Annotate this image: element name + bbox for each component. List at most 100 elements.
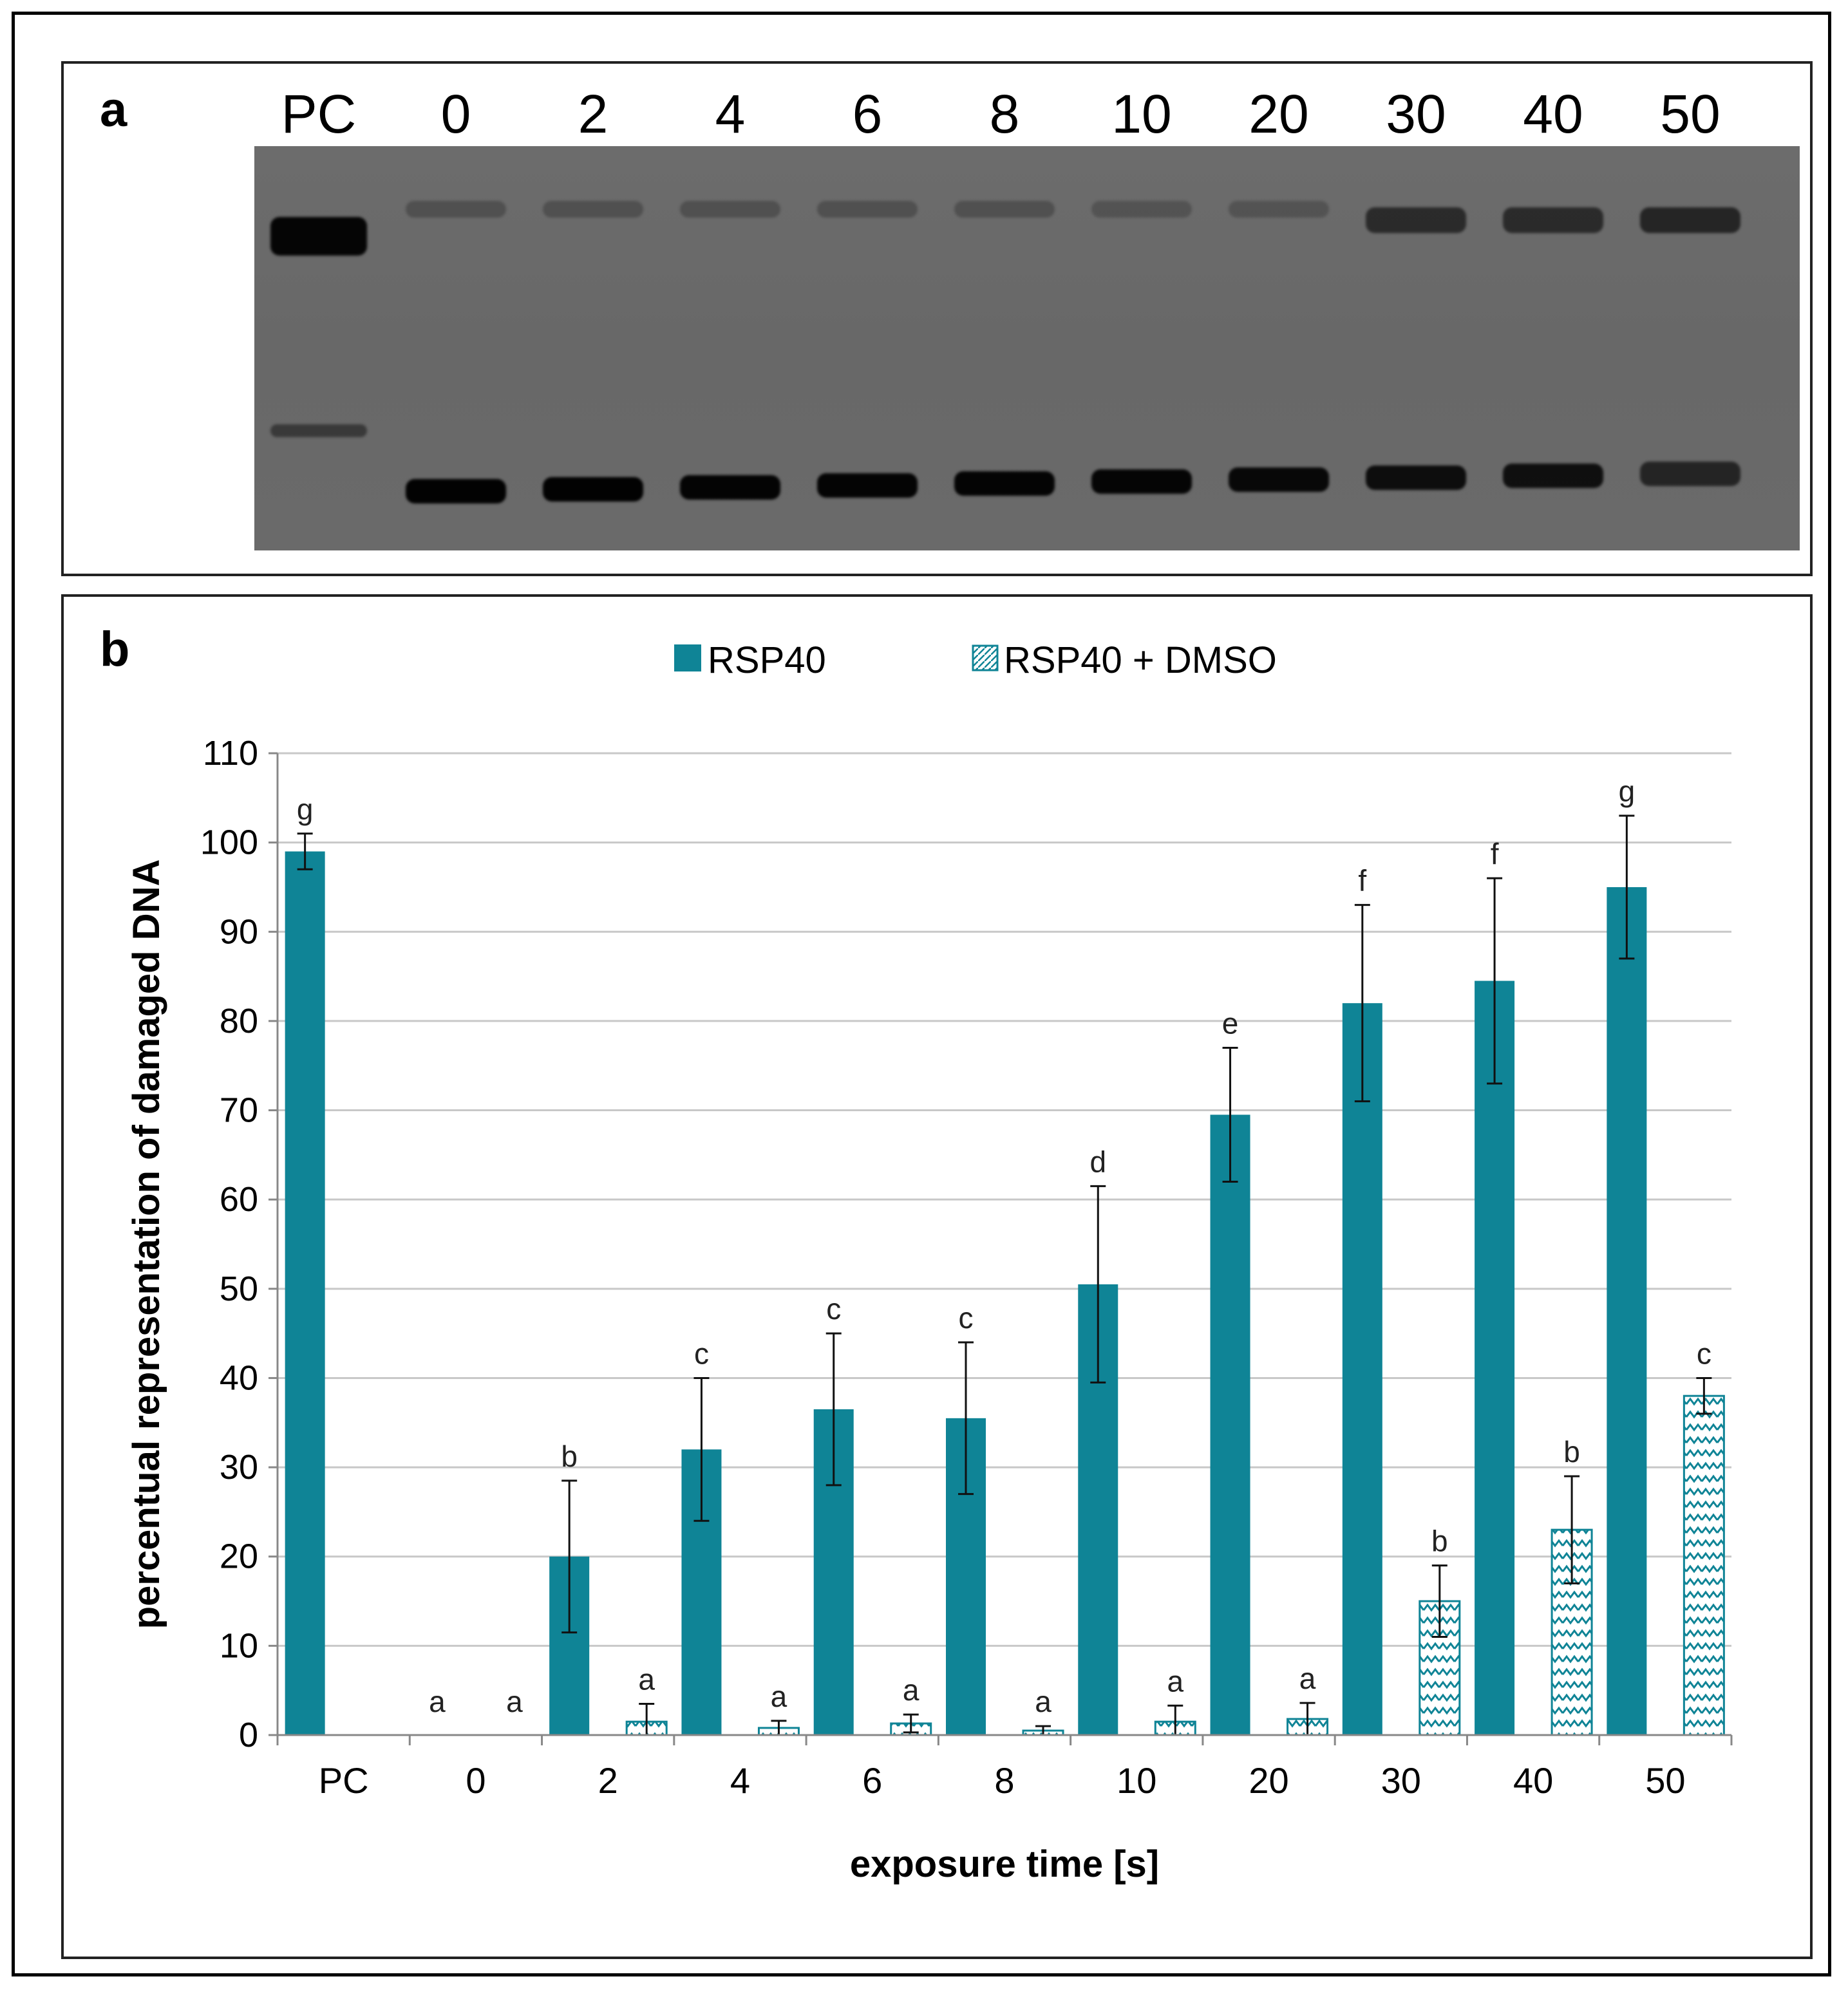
legend-label-rsp40-dmso: RSP40 + DMSO	[1004, 639, 1277, 681]
significance-letter: b	[1563, 1435, 1580, 1469]
gel-band-upper	[1229, 201, 1329, 218]
y-tick-label: 50	[220, 1270, 258, 1308]
y-tick-label: 40	[220, 1358, 258, 1397]
panel-a-letter: a	[100, 82, 127, 137]
significance-letter: a	[638, 1662, 655, 1696]
y-tick-label: 60	[220, 1180, 258, 1219]
gel-band-upper	[270, 217, 367, 256]
figure-frame: a PC 0 2 4 6 8 10 20 30 40 50 b 0 10 20 30 40 50 60 70 80 9…	[12, 12, 1831, 1976]
lane-label: 50	[1660, 84, 1721, 144]
significance-letter: f	[1358, 864, 1366, 897]
panel-b-chart: b 0 10 20 30 40 50 60 70 80 90 100 110 g PC a a 0 b a 2 c a 4 c…	[61, 594, 1813, 1959]
significance-letter: a	[903, 1673, 919, 1707]
chart-bars	[285, 814, 1725, 1736]
y-tick-label: 110	[203, 734, 258, 773]
bar-chart: 0 10 20 30 40 50 60 70 80 90 100 110 g PC a a 0 b a 2 c a 4 c a 6…	[126, 639, 1733, 1885]
legend-hatched-swatch-icon	[972, 644, 999, 671]
x-tick-label: 4	[730, 1760, 750, 1801]
x-tick-label: PC	[319, 1760, 369, 1801]
significance-letter: d	[1089, 1145, 1106, 1178]
gel-band-lower	[1229, 467, 1329, 492]
gel-image	[254, 146, 1800, 550]
significance-letter: g	[1619, 774, 1636, 808]
panel-a-gel: a PC 0 2 4 6 8 10 20 30 40 50	[61, 61, 1813, 576]
lane-label: 0	[440, 84, 471, 144]
x-tick-label: 6	[862, 1760, 882, 1801]
gel-band-lower	[817, 473, 918, 498]
significance-letter: a	[1167, 1664, 1183, 1698]
y-tick-label: 30	[220, 1448, 258, 1487]
y-tick-label: 80	[220, 1002, 258, 1040]
panel-b-letter: b	[100, 622, 130, 677]
y-tick-label: 20	[220, 1537, 258, 1576]
lane-label: PC	[281, 84, 357, 144]
lane-label: 20	[1249, 84, 1309, 144]
chart-gridlines	[278, 752, 1731, 1647]
chart-labels: 0 10 20 30 40 50 60 70 80 90 100 110 g PC a a 0 b a 2 c a 4 c a 6…	[126, 734, 1711, 1885]
x-tick-label: 8	[994, 1760, 1014, 1801]
gel-band-lower	[1503, 464, 1603, 488]
significance-letter: e	[1222, 1007, 1239, 1040]
x-tick-label: 50	[1645, 1760, 1685, 1801]
gel-band-upper	[1503, 207, 1603, 233]
significance-letter: f	[1491, 837, 1499, 870]
lane-label: 6	[852, 84, 883, 144]
y-tick-label: 100	[200, 823, 258, 862]
gel-band-lower	[543, 477, 643, 502]
significance-letter: c	[1697, 1337, 1711, 1370]
y-axis-title: percentual representation of damaged DNA	[126, 859, 167, 1629]
gel-band-upper	[817, 201, 918, 218]
bar-rsp40	[1342, 1003, 1382, 1735]
lane-label: 40	[1523, 84, 1583, 144]
lane-label: 4	[715, 84, 746, 144]
y-tick-label: 0	[239, 1716, 258, 1754]
gel-band-lower	[406, 479, 506, 503]
chart-axes	[269, 752, 1733, 1745]
x-tick-label: 0	[466, 1760, 486, 1801]
gel-band-lower	[1640, 462, 1740, 486]
significance-letter: c	[694, 1337, 709, 1370]
y-tick-label: 90	[220, 912, 258, 951]
significance-letter: b	[1431, 1525, 1448, 1558]
legend-label-rsp40: RSP40	[708, 639, 826, 681]
x-axis-title: exposure time [s]	[850, 1843, 1159, 1885]
lane-label: 10	[1111, 84, 1172, 144]
gel-band-lower	[1366, 465, 1466, 490]
y-tick-label: 10	[220, 1626, 258, 1665]
gel-band-upper	[680, 201, 780, 218]
gel-band-upper	[1091, 201, 1192, 218]
significance-letter: b	[561, 1440, 578, 1473]
x-tick-label: 2	[598, 1760, 618, 1801]
significance-letter: a	[1035, 1685, 1051, 1718]
gel-band-lower	[680, 475, 780, 500]
significance-letter: c	[959, 1301, 974, 1335]
y-tick-label: 70	[220, 1091, 258, 1130]
gel-band-lower	[1091, 469, 1192, 494]
x-tick-label: 30	[1381, 1760, 1421, 1801]
significance-letter: c	[826, 1292, 841, 1326]
bar-rsp40	[1475, 981, 1515, 1735]
lane-label: 8	[989, 84, 1020, 144]
bar-rsp40	[1210, 1114, 1250, 1735]
gel-band-upper	[1640, 207, 1740, 233]
gel-band-upper	[543, 201, 643, 218]
significance-letter: a	[429, 1685, 446, 1718]
significance-letter: a	[771, 1680, 787, 1713]
x-tick-label: 40	[1513, 1760, 1553, 1801]
bar-rsp40	[1607, 887, 1647, 1735]
gel-band-upper	[1366, 207, 1466, 233]
gel-band-lower	[954, 471, 1055, 496]
lane-label: 30	[1386, 84, 1446, 144]
x-tick-label: 10	[1117, 1760, 1156, 1801]
bar-rsp40-dmso	[1683, 1394, 1725, 1736]
gel-band-upper	[954, 201, 1055, 218]
significance-letter: a	[506, 1685, 523, 1718]
lane-label: 2	[578, 84, 608, 144]
gel-band-upper	[406, 201, 506, 218]
bar-rsp40	[285, 851, 325, 1735]
chart-legend: RSP40 RSP40 + DMSO	[674, 639, 1277, 681]
x-tick-label: 20	[1249, 1760, 1288, 1801]
significance-letter: g	[297, 793, 314, 826]
significance-letter: a	[1299, 1662, 1316, 1695]
legend-solid-swatch-icon	[674, 644, 701, 671]
